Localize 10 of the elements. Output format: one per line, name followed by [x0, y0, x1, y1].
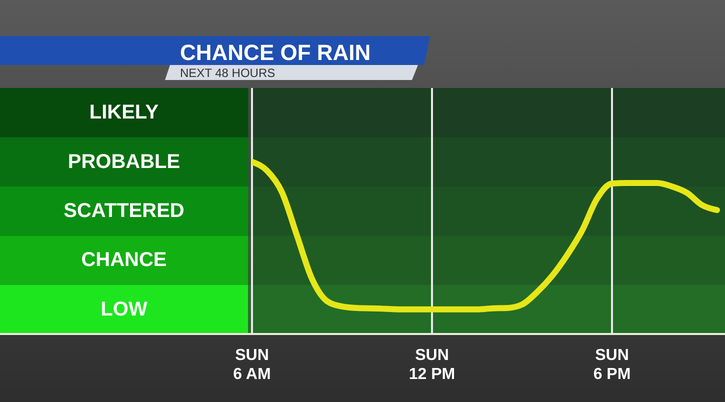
band-label: LIKELY: [89, 102, 160, 124]
chart-subtitle: NEXT 48 HOURS: [180, 66, 276, 80]
band-label: PROBABLE: [68, 150, 180, 173]
band-label: CHANCE: [81, 249, 167, 272]
band-label: LOW: [100, 298, 148, 320]
x-tick-label: SUN 12 PM: [408, 347, 456, 383]
chart-title: CHANCE OF RAIN: [180, 40, 371, 65]
x-tick-label: SUN 6 AM: [233, 347, 271, 383]
band-label: SCATTERED: [64, 200, 184, 222]
x-tick-label: SUN 6 PM: [593, 347, 631, 383]
